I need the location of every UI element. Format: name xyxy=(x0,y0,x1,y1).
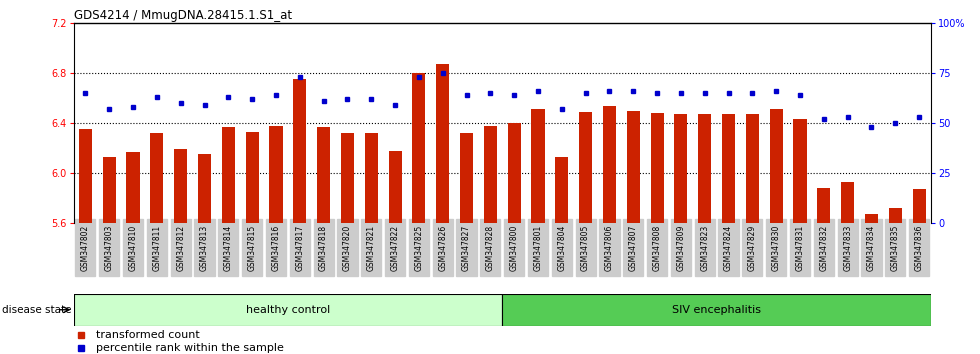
Bar xyxy=(722,114,735,223)
Bar xyxy=(293,79,307,223)
Bar xyxy=(865,214,878,223)
Bar xyxy=(103,157,116,223)
Bar xyxy=(270,126,282,223)
Bar xyxy=(174,149,187,223)
Bar xyxy=(794,119,807,223)
Bar xyxy=(365,133,378,223)
Bar xyxy=(817,188,830,223)
Bar xyxy=(221,127,235,223)
Text: GDS4214 / MmugDNA.28415.1.S1_at: GDS4214 / MmugDNA.28415.1.S1_at xyxy=(74,9,292,22)
Bar xyxy=(341,133,354,223)
Bar xyxy=(579,112,592,223)
Bar xyxy=(74,294,502,326)
Bar xyxy=(126,152,139,223)
Bar xyxy=(841,182,855,223)
Bar xyxy=(484,126,497,223)
Bar xyxy=(246,132,259,223)
Bar xyxy=(502,294,931,326)
Text: disease state: disease state xyxy=(2,305,72,315)
Bar xyxy=(78,129,92,223)
Text: percentile rank within the sample: percentile rank within the sample xyxy=(96,343,284,353)
Bar xyxy=(769,109,783,223)
Bar xyxy=(318,127,330,223)
Bar xyxy=(436,64,449,223)
Bar xyxy=(889,208,902,223)
Bar xyxy=(460,133,473,223)
Bar xyxy=(413,73,425,223)
Bar xyxy=(603,105,616,223)
Bar xyxy=(912,189,926,223)
Bar xyxy=(508,123,520,223)
Bar xyxy=(674,114,687,223)
Bar xyxy=(626,110,640,223)
Bar xyxy=(698,114,711,223)
Bar xyxy=(388,150,402,223)
Bar xyxy=(198,154,211,223)
Bar xyxy=(556,157,568,223)
Bar xyxy=(150,133,164,223)
Text: SIV encephalitis: SIV encephalitis xyxy=(672,305,761,315)
Text: transformed count: transformed count xyxy=(96,330,200,341)
Text: healthy control: healthy control xyxy=(246,305,330,315)
Bar xyxy=(531,109,545,223)
Bar xyxy=(651,113,663,223)
Bar xyxy=(746,114,759,223)
